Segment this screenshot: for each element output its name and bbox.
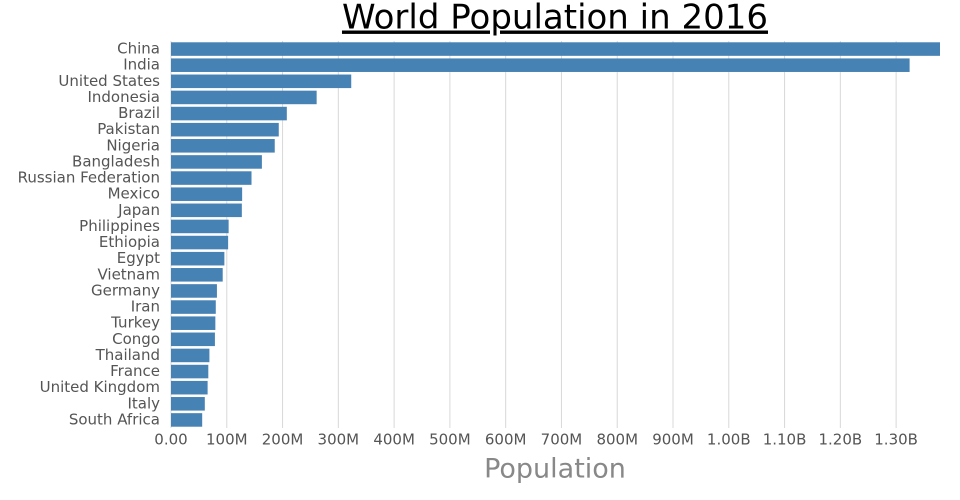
x-tick-label: 200M: [262, 431, 304, 449]
x-tick-label: 1.00B: [707, 431, 751, 449]
y-tick-label: Mexico: [108, 185, 160, 203]
y-tick-label: United States: [58, 72, 160, 90]
y-tick-label: China: [117, 40, 160, 58]
bar: [171, 74, 352, 89]
bar: [171, 397, 205, 411]
y-tick-label: Philippines: [79, 217, 160, 235]
bar: [171, 106, 287, 121]
x-tick-label: 600M: [485, 431, 527, 449]
y-tick-label: United Kingdom: [40, 378, 160, 396]
x-tick-label: 1.10B: [763, 431, 807, 449]
y-tick-label: Nigeria: [106, 136, 160, 154]
y-tick-label: Egypt: [117, 249, 160, 267]
y-tick-label: Bangladesh: [72, 152, 160, 170]
bar: [171, 155, 262, 169]
y-tick-label: Ethiopia: [99, 233, 160, 251]
y-tick-label: Congo: [112, 330, 160, 348]
bar: [171, 139, 275, 153]
y-tick-label: Indonesia: [87, 88, 160, 106]
bar: [171, 268, 223, 282]
bar: [171, 284, 217, 298]
x-tick-label: 1.20B: [818, 431, 862, 449]
y-tick-label: Turkey: [110, 314, 160, 332]
x-tick-label: 400M: [373, 431, 415, 449]
y-tick-label: Brazil: [118, 104, 160, 122]
bar: [171, 348, 210, 363]
y-tick-label: South Africa: [69, 410, 160, 428]
y-tick-label: Thailand: [95, 346, 160, 364]
y-tick-label: France: [110, 362, 160, 380]
x-axis-title: Population: [484, 454, 626, 485]
y-tick-label: Germany: [91, 281, 160, 299]
bar: [171, 171, 252, 185]
bar: [171, 203, 242, 218]
bar: [171, 235, 229, 250]
bar: [171, 300, 216, 314]
y-tick-label: Russian Federation: [18, 169, 160, 187]
bar: [171, 58, 910, 72]
y-tick-label: Pakistan: [97, 120, 160, 138]
x-tick-label: 0.00: [154, 431, 187, 449]
x-tick-label: 1.30B: [874, 431, 918, 449]
y-tick-label: Vietnam: [97, 265, 160, 283]
y-tick-label: Italy: [127, 394, 160, 412]
x-tick-label: 100M: [206, 431, 248, 449]
x-tick-label: 300M: [318, 431, 360, 449]
bar: [171, 364, 209, 379]
bar: [171, 380, 208, 395]
y-tick-label: India: [123, 56, 160, 74]
bar: [171, 187, 243, 201]
x-tick-label: 800M: [596, 431, 638, 449]
y-tick-label: Japan: [117, 201, 160, 219]
bar: [171, 413, 203, 427]
bar: [171, 122, 279, 137]
bar: [171, 251, 225, 266]
bar: [171, 42, 940, 56]
bar: [171, 219, 229, 234]
x-tick-label: 500M: [429, 431, 471, 449]
bar: [171, 90, 317, 105]
y-tick-label: Iran: [131, 298, 160, 316]
bar: [171, 332, 215, 347]
chart-title: World Population in 2016: [342, 0, 768, 38]
bar: [171, 316, 216, 330]
x-tick-label: 700M: [541, 431, 583, 449]
x-tick-label: 900M: [652, 431, 694, 449]
